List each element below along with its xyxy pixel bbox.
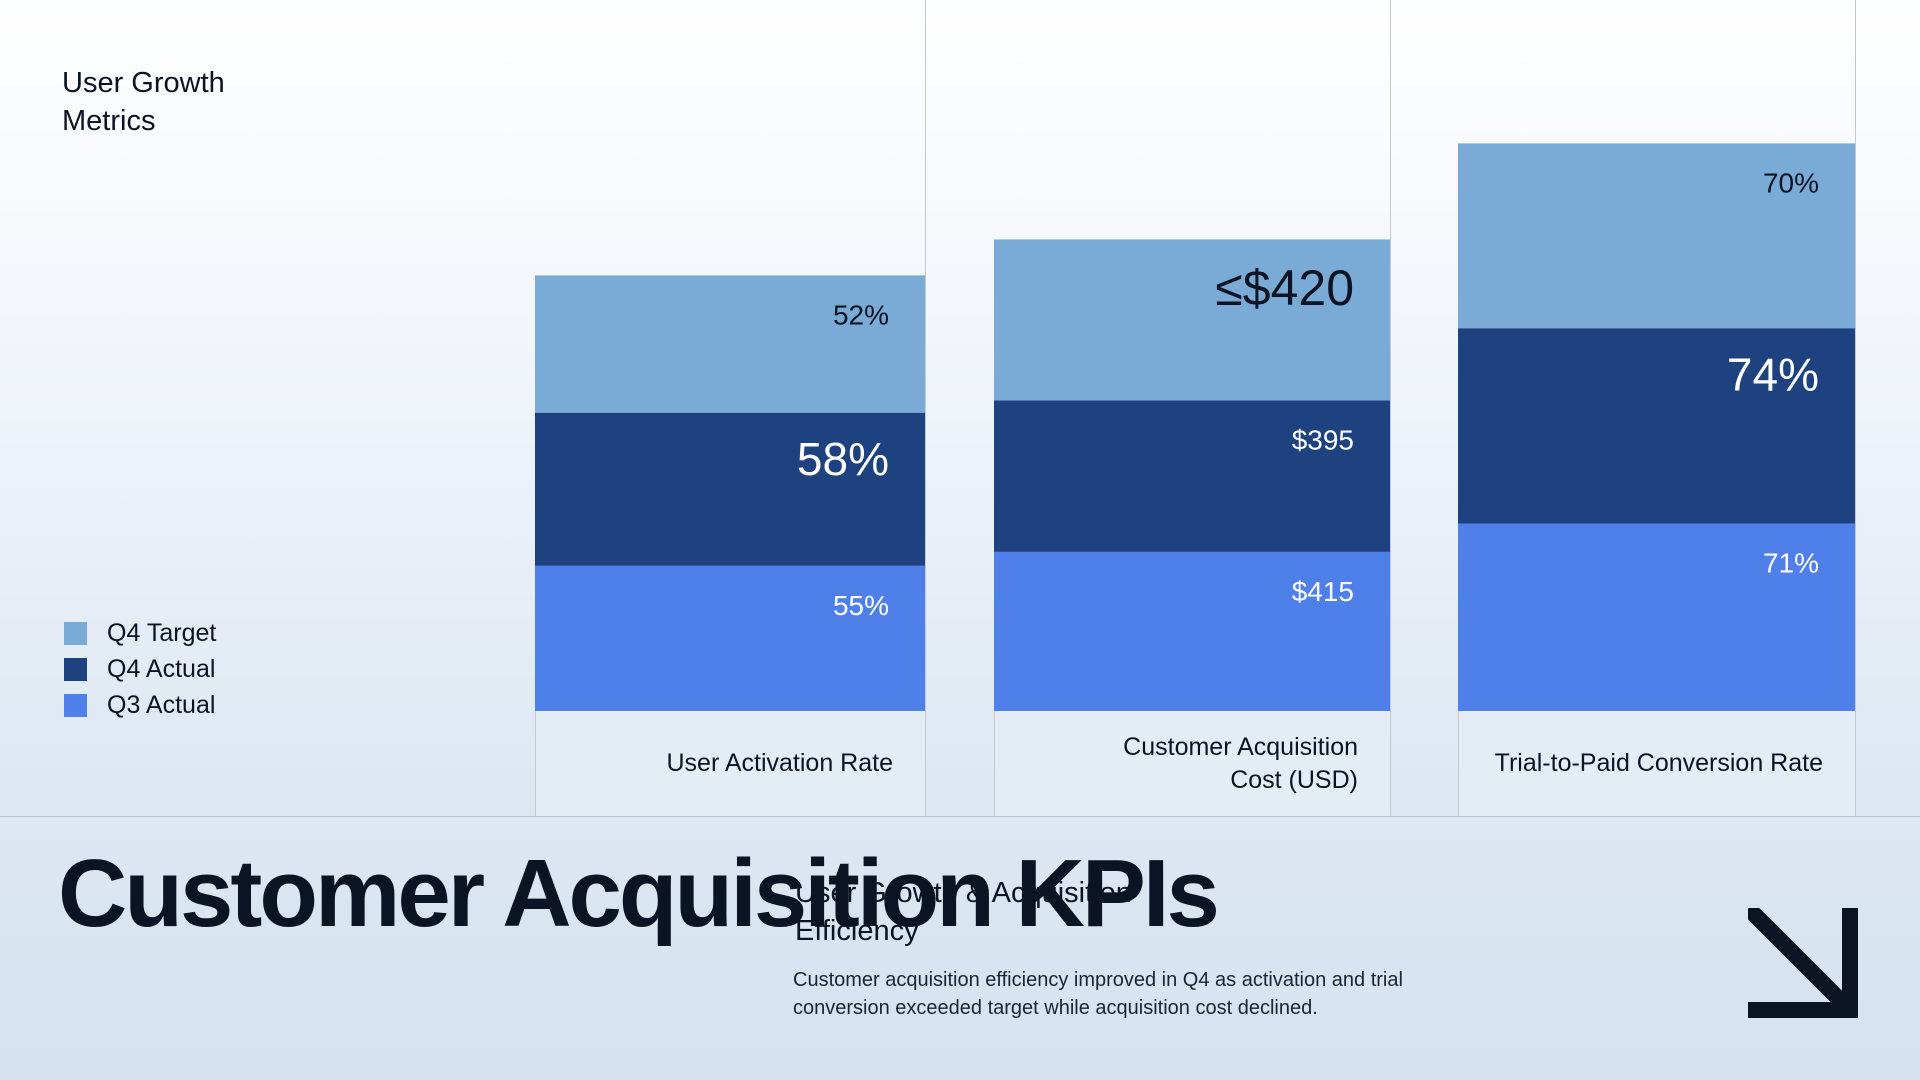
- legend-swatch-q4-actual: [64, 657, 87, 681]
- bar-q3-actual-user-activation-rate: [535, 565, 925, 711]
- column-divider: [1855, 0, 1856, 816]
- legend-swatch-q4-target: [64, 621, 87, 645]
- bar-q4-actual-trial-to-paid-conversion-rate: [1458, 328, 1855, 524]
- legend-item-q3-actual: Q3 Actual: [64, 687, 216, 723]
- bar-q4-target-user-activation-rate: [535, 275, 925, 413]
- legend-label-q3-actual: Q3 Actual: [107, 690, 216, 719]
- data-label-q3-actual-customer-acquisition-cost-usd: $415: [1292, 576, 1354, 607]
- chart-legend: Q4 Target Q4 Actual Q3 Actual: [64, 615, 216, 723]
- data-label-q3-actual-trial-to-paid-conversion-rate: 71%: [1763, 548, 1819, 579]
- bar-q3-actual-trial-to-paid-conversion-rate: [1458, 523, 1855, 711]
- column-divider: [1390, 0, 1391, 816]
- data-label-q3-actual-user-activation-rate: 55%: [833, 590, 889, 621]
- legend-item-q4-actual: Q4 Actual: [64, 651, 216, 687]
- data-label-q4-actual-customer-acquisition-cost-usd: $395: [1292, 424, 1354, 455]
- data-label-q4-target-trial-to-paid-conversion-rate: 70%: [1763, 167, 1819, 198]
- column-divider: [925, 0, 926, 816]
- slide-subheading: User Growth & Acquisition Efficiency: [795, 877, 1132, 947]
- section-divider: [0, 816, 1920, 817]
- category-cell-trial-conversion: Trial-to-Paid Conversion Rate: [1458, 711, 1856, 816]
- data-label-q4-target-customer-acquisition-cost-usd: ≤$420: [1215, 260, 1354, 316]
- category-cell-user-activation: User Activation Rate: [535, 711, 926, 816]
- legend-item-q4-target: Q4 Target: [64, 615, 216, 651]
- data-label-q4-actual-trial-to-paid-conversion-rate: 74%: [1727, 349, 1819, 401]
- bar-q3-actual-customer-acquisition-cost-usd: [994, 551, 1390, 711]
- data-label-q4-target-user-activation-rate: 52%: [833, 299, 889, 330]
- legend-label-q4-actual: Q4 Actual: [107, 654, 216, 683]
- legend-label-q4-target: Q4 Target: [107, 618, 217, 647]
- category-label-user-activation: User Activation Rate: [666, 749, 894, 777]
- slide-description: Customer acquisition efficiency improved…: [793, 969, 1403, 1019]
- bar-q4-target-trial-to-paid-conversion-rate: [1458, 143, 1855, 329]
- bar-q4-actual-customer-acquisition-cost-usd: [994, 400, 1390, 552]
- bar-q4-target-customer-acquisition-cost-usd: [994, 239, 1390, 401]
- arrow-down-right-icon: [1748, 908, 1858, 1018]
- stacked-bar-chart: 55% 58% 52% $415 $395 ≤$420 71% 74% 70%: [535, 143, 1855, 711]
- legend-swatch-q3-actual: [64, 693, 87, 717]
- category-cell-acquisition-cost: Customer Acquisition Cost (USD): [994, 711, 1391, 816]
- data-label-q4-actual-user-activation-rate: 58%: [797, 433, 889, 485]
- panel-title: User Growth Metrics: [62, 67, 225, 137]
- slide-headline: Customer Acquisition KPIs: [58, 840, 1220, 947]
- category-label-acquisition-cost: Customer Acquisition Cost (USD): [1123, 732, 1358, 794]
- bar-q4-actual-user-activation-rate: [535, 412, 925, 566]
- category-label-trial-conversion: Trial-to-Paid Conversion Rate: [1494, 749, 1823, 777]
